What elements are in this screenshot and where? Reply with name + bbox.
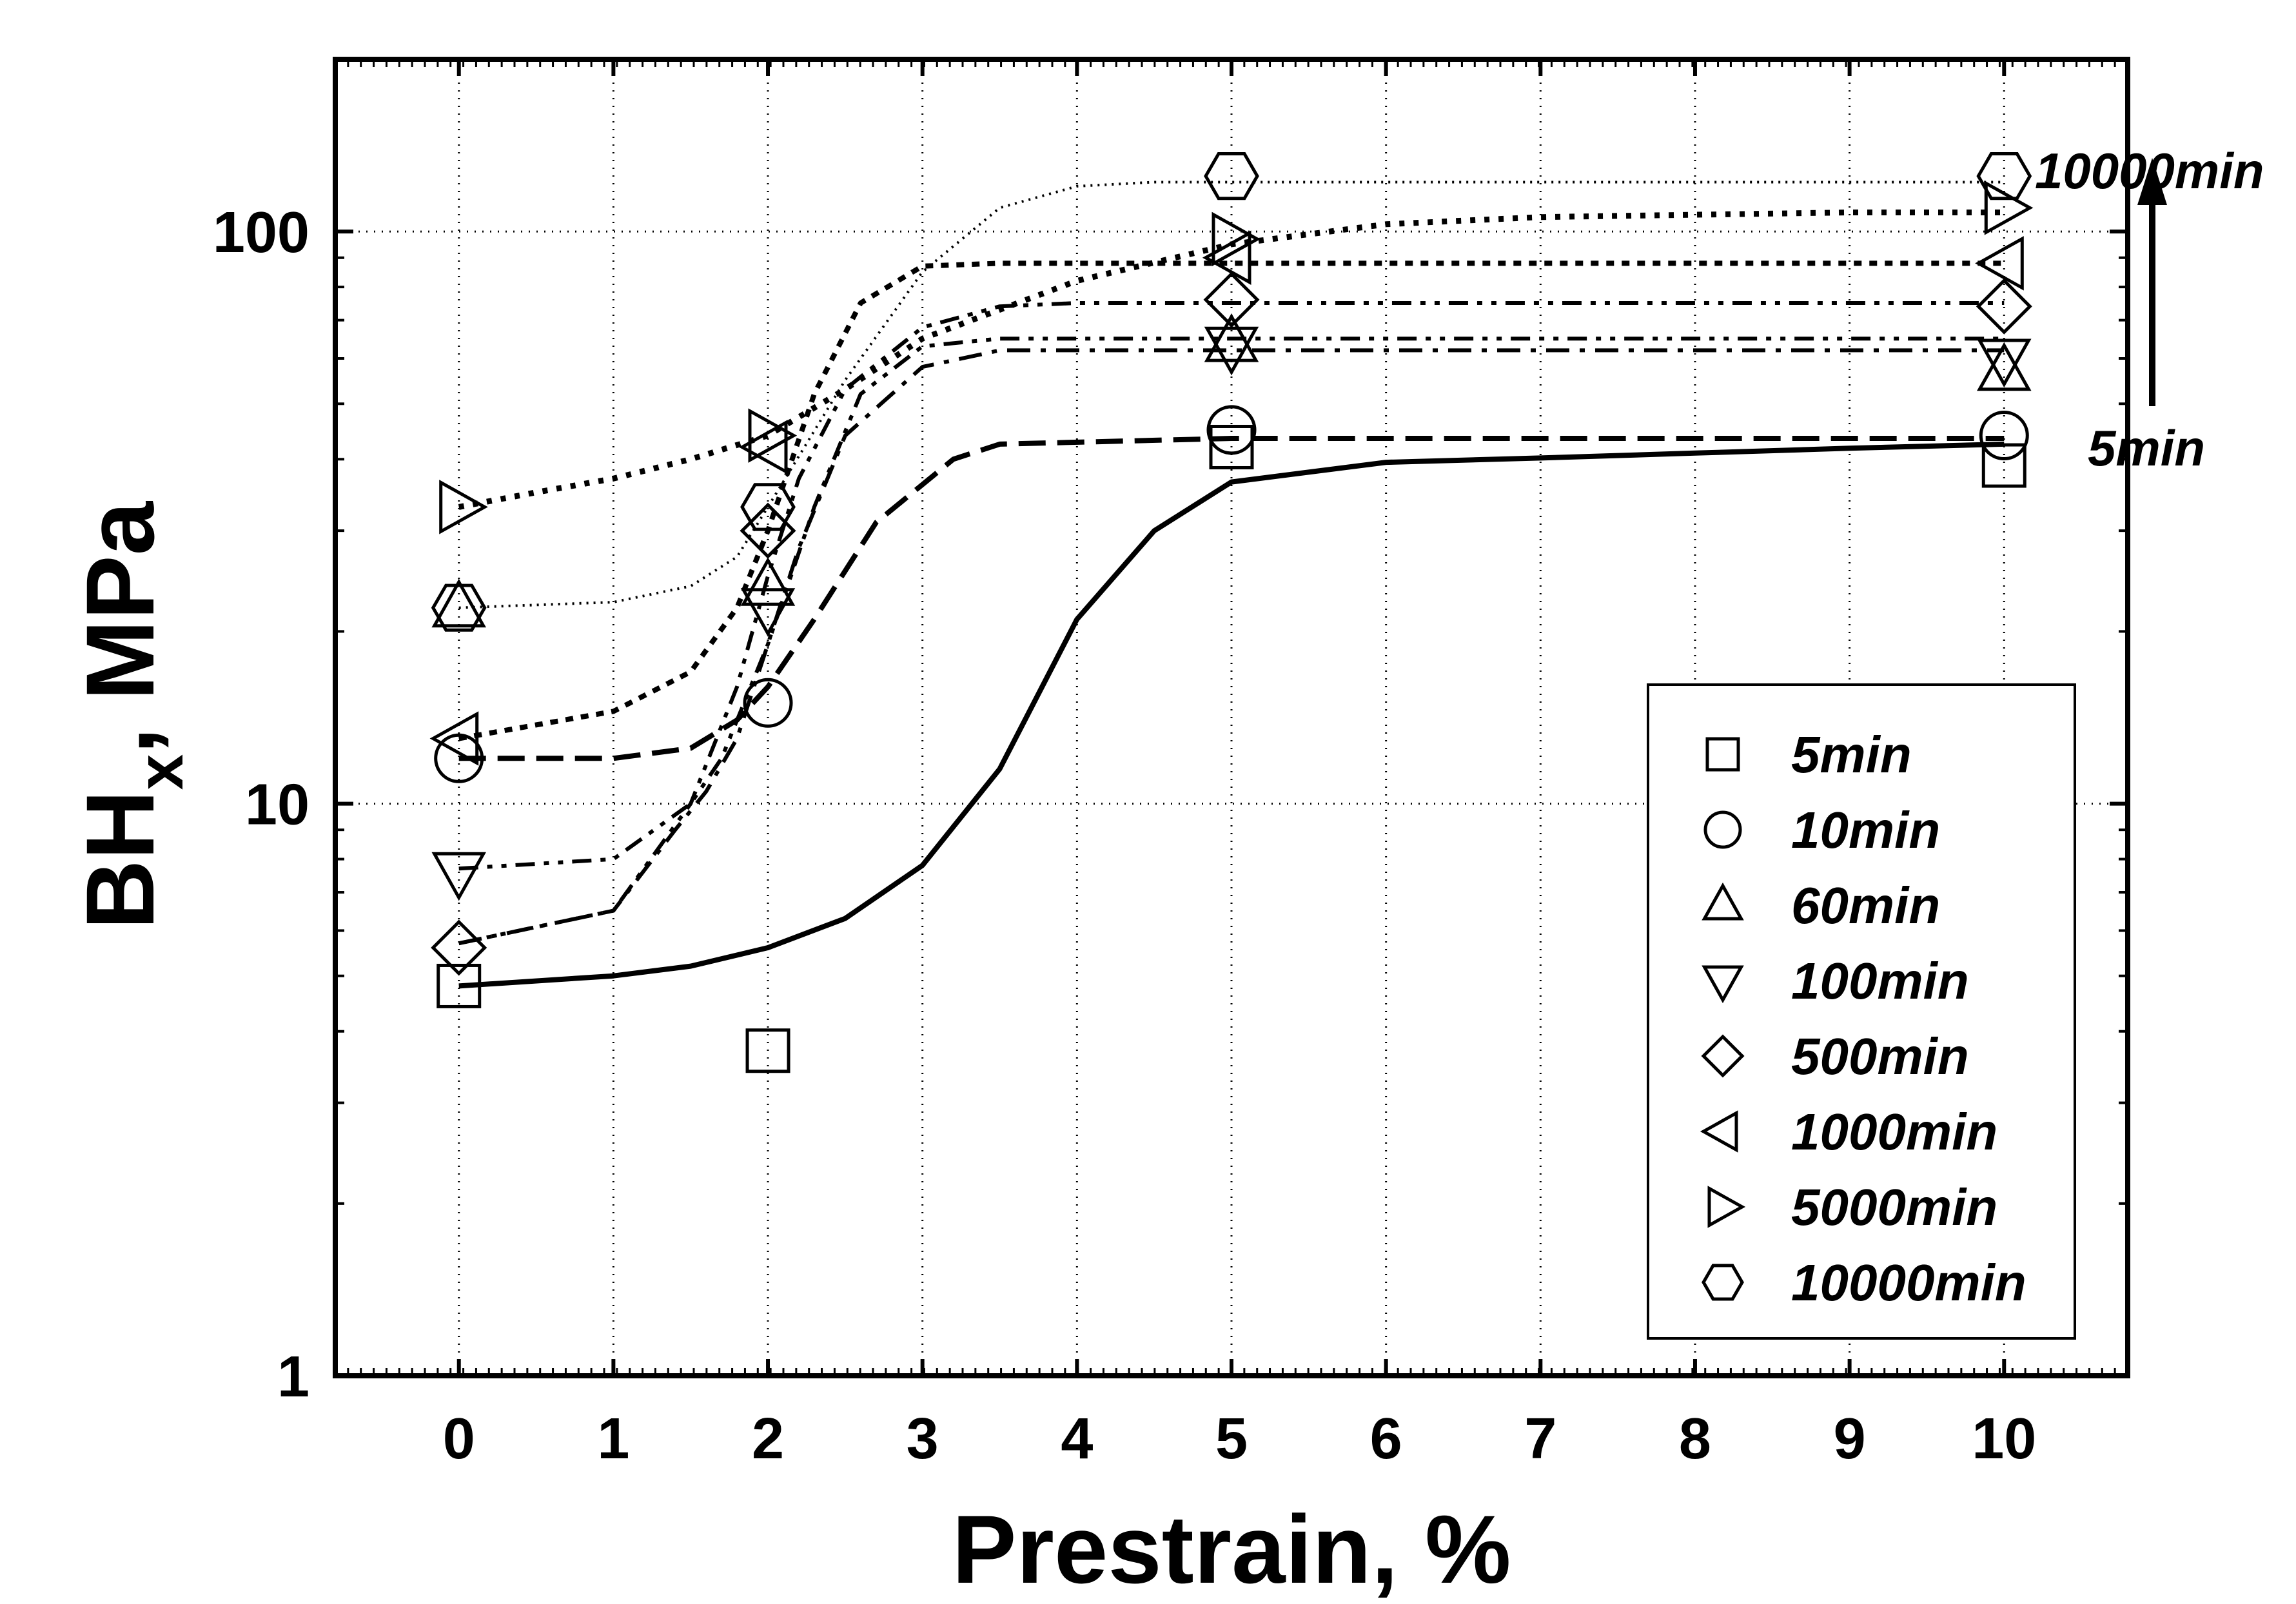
marker-100min-x2: [740, 588, 796, 637]
legend-symbol-5000min: [1707, 1186, 1746, 1228]
marker-1000min-x0: [429, 711, 479, 766]
fit-curve-10000min: [458, 181, 2005, 609]
time-arrow-head: [2137, 158, 2167, 205]
time-arrow-annotation: 10000min 5min: [2035, 142, 2264, 476]
legend-label-5min: 5min: [1791, 726, 1912, 783]
fit-curve-10min: [458, 436, 2005, 761]
fit-curve-100min: [458, 337, 2005, 871]
marker-10min-x5: [1206, 405, 1257, 455]
legend-symbol-500min: [1701, 1034, 1745, 1078]
x-tick-label-3: 3: [907, 1407, 939, 1471]
marker-1000min-x5: [1202, 230, 1251, 285]
fit-curve-5000min: [458, 210, 2005, 510]
marker-10min-x0: [434, 733, 484, 783]
legend-label-1000min: 1000min: [1791, 1103, 1997, 1160]
legend-symbol-10000min: [1702, 1264, 1744, 1301]
marker-5000min-x10: [1984, 181, 2034, 235]
marker-100min-x10: [1977, 338, 2032, 388]
fit-curves: [458, 181, 2005, 989]
x-tick-label-4: 4: [1061, 1407, 1093, 1471]
marker-100min-x0: [431, 852, 486, 901]
x-tick-label-10: 10: [1972, 1407, 2036, 1471]
x-tick-label-7: 7: [1524, 1407, 1556, 1471]
y-axis-title: BHx, MPa: [66, 500, 197, 930]
x-tick-label-6: 6: [1370, 1407, 1402, 1471]
legend-label-100min: 100min: [1791, 952, 1969, 1010]
y-axis-title-unit: , MPa: [66, 500, 174, 754]
marker-5min-x5: [1209, 424, 1254, 469]
x-tick-label-9: 9: [1834, 1407, 1866, 1471]
x-axis-title: Prestrain, %: [952, 1495, 1511, 1603]
marker-60min-x2: [740, 557, 796, 606]
marker-10000min-x0: [431, 583, 487, 632]
legend-symbol-10min: [1703, 810, 1742, 849]
fit-curve-5min: [458, 441, 2005, 989]
legend-label-5000min: 5000min: [1791, 1179, 1997, 1236]
y-axis-title-main: BH: [66, 790, 174, 930]
legend-label-10000min: 10000min: [1791, 1254, 2026, 1311]
legend-label-10min: 10min: [1791, 801, 1940, 859]
marker-5000min-x5: [1212, 211, 1261, 267]
arrow-bottom-label: 5min: [2088, 420, 2205, 476]
marker-5min-x2: [745, 1028, 790, 1073]
x-tick-labels: 0 1 2 3 4 5 6 7 8 9 10: [443, 1407, 2037, 1471]
legend-symbol-100min: [1702, 965, 1744, 1004]
marker-100min-x5: [1204, 326, 1259, 376]
legend: 5min 10min 60min 100min 500min 1000min 5000min…: [1647, 683, 2076, 1340]
y-tick-label-0: 1: [277, 1345, 309, 1409]
marker-60min-x5: [1204, 313, 1259, 362]
legend-symbol-5min: [1705, 737, 1740, 772]
marker-60min-x0: [431, 578, 486, 628]
x-tick-label-2: 2: [752, 1407, 784, 1471]
data-markers: [429, 152, 2034, 1073]
fit-curve-500min: [458, 301, 2005, 946]
marker-5000min-x2: [748, 408, 798, 463]
legend-box: [1647, 683, 2076, 1340]
x-tick-label-0: 0: [443, 1407, 475, 1471]
legend-label-60min: 60min: [1791, 877, 1940, 934]
x-tick-label-8: 8: [1679, 1407, 1711, 1471]
marker-500min-x0: [431, 919, 487, 976]
marker-60min-x10: [1977, 342, 2032, 391]
marker-10min-x2: [743, 678, 793, 728]
axis-ticks: [334, 58, 2129, 1378]
legend-symbol-1000min: [1700, 1110, 1738, 1153]
arrow-top-label: 10000min: [2035, 142, 2264, 199]
x-tick-label-5: 5: [1215, 1407, 1248, 1471]
marker-1000min-x10: [1975, 236, 2024, 291]
marker-5000min-x0: [439, 480, 488, 534]
y-tick-label-1: 10: [245, 773, 309, 837]
y-tick-label-2: 100: [213, 200, 309, 265]
marker-500min-x10: [1976, 278, 2032, 335]
legend-label-500min: 500min: [1791, 1028, 1969, 1085]
x-tick-label-1: 1: [597, 1407, 629, 1471]
y-tick-labels: 1 10 100: [213, 200, 309, 1409]
marker-1000min-x2: [738, 420, 788, 474]
marker-10000min-x2: [740, 483, 796, 531]
marker-10000min-x5: [1204, 152, 1259, 200]
marker-500min-x5: [1203, 271, 1260, 328]
y-axis-title-sub: x: [124, 754, 197, 790]
marker-5min-x0: [437, 963, 482, 1008]
marker-10000min-x10: [1976, 152, 2032, 200]
legend-symbol-60min: [1702, 882, 1744, 921]
marker-5min-x10: [1981, 443, 2026, 488]
marker-10min-x10: [1979, 411, 2029, 461]
